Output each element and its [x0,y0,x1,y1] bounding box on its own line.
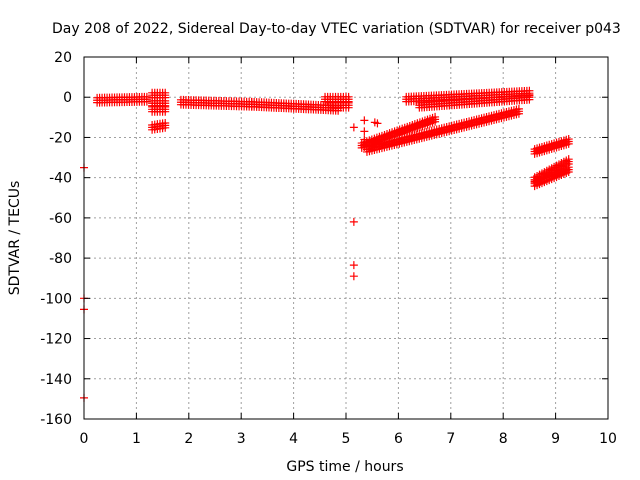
data-point [161,102,170,111]
data-point [514,104,523,113]
x-tick-label: 6 [394,431,403,447]
data-point [525,90,534,99]
x-tick-label: 3 [237,431,246,447]
y-tick-label: -20 [49,130,72,146]
data-series [80,86,573,402]
y-tick-label: -80 [49,251,72,267]
y-tick-label: -120 [40,332,72,348]
x-tick-label: 4 [289,431,298,447]
data-point [142,92,151,101]
data-point [161,88,170,97]
x-tick-label: 9 [551,431,560,447]
y-tick-label: -60 [49,211,72,227]
y-tick-label: -140 [40,372,72,388]
data-point [360,135,369,144]
data-point [431,112,440,121]
x-axis-label: GPS time / hours [286,459,403,475]
data-point [564,155,573,164]
data-point [564,163,573,172]
x-tick-label: 8 [499,431,508,447]
data-point [360,127,369,136]
y-tick-label: 20 [54,50,72,66]
data-point [349,272,358,281]
y-tick-label: -100 [40,291,72,307]
x-tick-label: 10 [599,431,617,447]
x-tick-label: 0 [80,431,89,447]
x-tick-label: 5 [342,431,351,447]
data-point [344,98,353,107]
x-tick-label: 2 [184,431,193,447]
y-tick-label: -40 [49,171,72,187]
x-tick-label: 1 [132,431,141,447]
data-point [564,135,573,144]
data-point [360,116,369,125]
data-point [161,118,170,127]
data-point [349,261,358,270]
y-axis-label: SDTVAR / TECUs [7,181,23,296]
data-point [373,119,382,128]
y-tick-label: -160 [40,412,72,428]
axis-ticks: 0 1 2 3 4 5 6 7 8 9 10 -160 -140 -120 -100 -80 -60 -40 -20… [40,50,617,447]
y-tick-label: 0 [63,90,72,106]
data-point [349,217,358,226]
chart-title: Day 208 of 2022, Sidereal Day-to-day VTE… [52,21,621,37]
data-point [349,123,358,132]
x-tick-label: 7 [446,431,455,447]
